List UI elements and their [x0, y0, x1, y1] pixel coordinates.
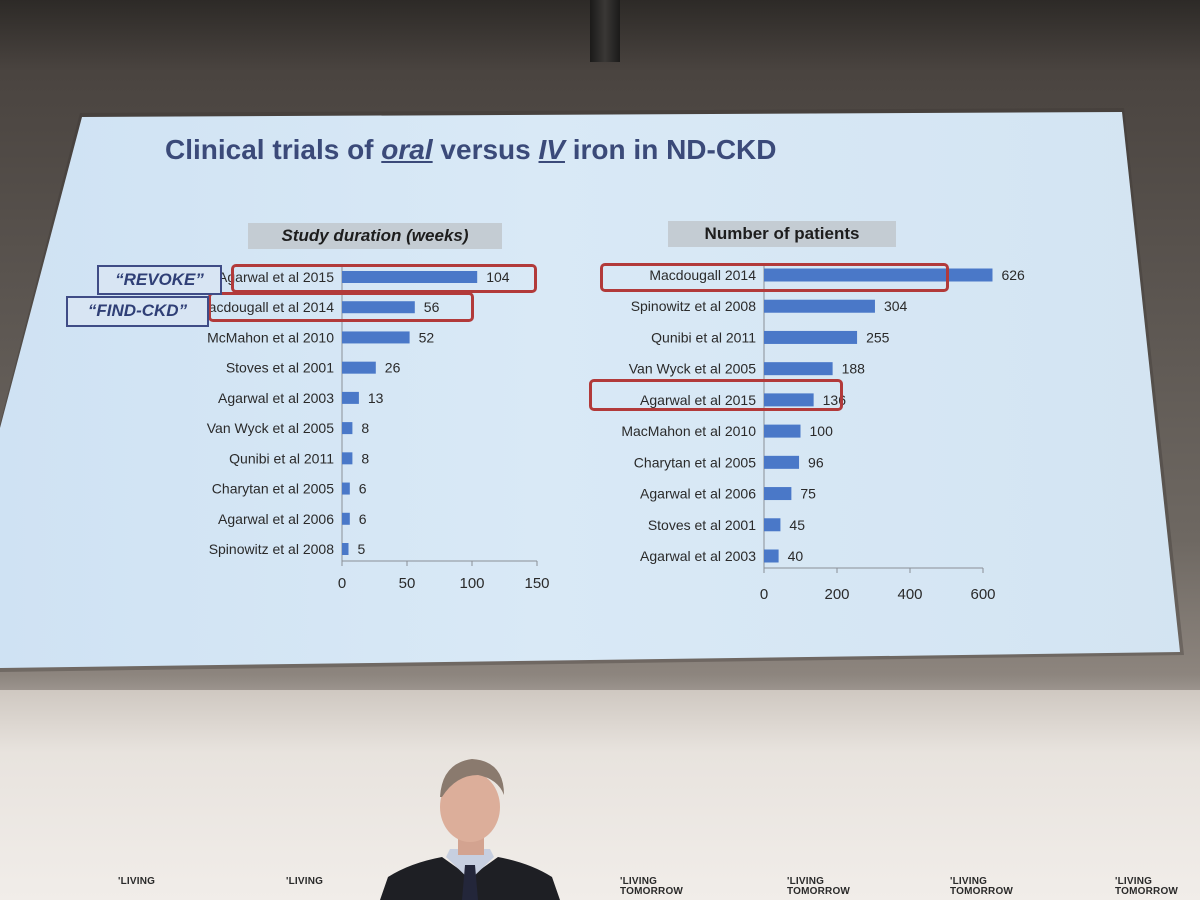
left-chart-title: Study duration (weeks)	[248, 223, 502, 249]
duration-tick-label-3: 150	[524, 575, 549, 592]
patients-tick-label-0: 0	[760, 586, 768, 603]
title-part-1: Clinical trials of	[165, 134, 382, 165]
patients-value-label-5: 100	[810, 423, 834, 439]
duration-category-label-4: Agarwal et al 2003	[218, 390, 334, 406]
duration-category-label-1: Macdougall et al 2014	[197, 299, 334, 315]
footer-logo-3: 'LIVING TOMORROW	[620, 876, 684, 897]
ceiling-light-fixture	[590, 0, 620, 62]
patients-bar-9	[764, 549, 779, 563]
patients-category-label-7: Agarwal et al 2006	[640, 486, 756, 502]
duration-value-label-4: 13	[368, 390, 384, 406]
highlight-box-macdougall-2014-duration	[208, 292, 474, 322]
patients-category-label-3: Van Wyck et al 2005	[629, 361, 756, 377]
patients-bar-1	[764, 299, 875, 313]
patients-value-label-2: 255	[866, 329, 890, 345]
duration-category-label-9: Spinowitz et al 2008	[209, 541, 335, 557]
highlight-box-agarwal-2015-duration	[231, 264, 537, 293]
right-chart-title: Number of patients	[668, 221, 896, 247]
duration-tick-label-2: 100	[459, 575, 484, 592]
duration-bar-6	[342, 452, 353, 465]
duration-bar-4	[342, 391, 359, 404]
title-part-3: iron in ND-CKD	[564, 134, 777, 165]
patients-bar-2	[764, 330, 858, 344]
title-part-iv: IV	[538, 134, 565, 165]
patients-bar-8	[764, 518, 781, 532]
patients-category-label-4: Agarwal et al 2015	[640, 392, 756, 408]
duration-bar-2	[342, 331, 410, 344]
duration-value-label-1: 56	[424, 299, 440, 315]
patients-bar-7	[764, 487, 792, 501]
patients-tick-label-3: 600	[970, 586, 995, 603]
patients-bar-6	[764, 455, 800, 469]
patients-value-label-8: 45	[789, 517, 805, 533]
speaker-silhouette	[380, 759, 560, 900]
duration-value-label-6: 8	[361, 450, 369, 466]
stage-wall	[0, 690, 1200, 900]
duration-bar-9	[342, 543, 349, 555]
footer-logo-5: 'LIVING TOMORROW	[950, 876, 1014, 897]
patients-value-label-7: 75	[800, 486, 816, 502]
duration-value-label-2: 52	[419, 329, 435, 345]
title-part-oral: oral	[381, 134, 433, 165]
patients-bar-4	[764, 393, 814, 407]
duration-value-label-7: 6	[359, 481, 367, 497]
patients-value-label-1: 304	[884, 298, 908, 314]
footer-logo-2: 'LIVING	[286, 876, 324, 887]
duration-category-label-6: Qunibi et al 2011	[229, 450, 334, 466]
duration-bar-7	[342, 482, 350, 495]
patients-tick-label-1: 200	[824, 586, 849, 603]
footer-logo-6: 'LIVING TOMORROW	[1115, 876, 1179, 897]
patients-category-label-0: Macdougall 2014	[649, 267, 756, 283]
patients-bar-3	[764, 362, 833, 376]
slide-title: Clinical trials of oral versus IV iron i…	[165, 134, 985, 166]
duration-bar-5	[342, 422, 353, 435]
footer-logo-4: 'LIVING TOMORROW	[787, 876, 851, 897]
callout-find-ckd: “FIND-CKD”	[66, 296, 209, 327]
duration-value-label-8: 6	[359, 511, 367, 527]
duration-bar-8	[342, 512, 350, 525]
duration-category-label-2: McMahon et al 2010	[207, 329, 334, 345]
duration-tick-label-0: 0	[338, 575, 346, 592]
duration-category-label-8: Agarwal et al 2006	[218, 511, 334, 527]
title-part-2: versus	[432, 134, 539, 165]
patients-value-label-6: 96	[808, 454, 824, 470]
duration-bar-3	[342, 361, 376, 374]
patients-value-label-0: 626	[1001, 267, 1025, 283]
duration-value-label-9: 5	[358, 541, 366, 557]
patients-category-label-6: Charytan et al 2005	[634, 454, 756, 470]
duration-category-label-3: Stoves et al 2001	[226, 360, 334, 376]
patients-bar-0	[764, 268, 993, 282]
highlight-box-agarwal-2015-patients	[589, 379, 843, 411]
patients-bar-5	[764, 424, 801, 438]
patients-category-label-9: Agarwal et al 2003	[640, 548, 756, 564]
patients-tick-label-2: 400	[897, 586, 922, 603]
patients-category-label-5: MacMahon et al 2010	[621, 423, 756, 439]
duration-value-label-3: 26	[385, 360, 401, 376]
highlight-box-macdougall-2014-patients	[600, 263, 949, 292]
duration-bar-chart: Agarwal et al 2015 104 Macdougall et al 20…	[197, 265, 550, 592]
footer-logo-1: 'LIVING	[118, 876, 156, 887]
duration-category-label-0: Agarwal et al 2015	[218, 269, 334, 285]
duration-value-label-0: 104	[486, 269, 510, 285]
callout-revoke: “REVOKE”	[97, 265, 222, 295]
duration-category-label-5: Van Wyck et al 2005	[207, 420, 334, 436]
duration-category-label-7: Charytan et al 2005	[212, 481, 334, 497]
duration-tick-label-1: 50	[399, 575, 416, 592]
patients-category-label-1: Spinowitz et al 2008	[631, 298, 757, 314]
duration-bar-1	[342, 301, 415, 314]
patients-category-label-8: Stoves et al 2001	[648, 517, 756, 533]
duration-bar-0	[342, 271, 478, 283]
patients-value-label-9: 40	[788, 548, 804, 564]
duration-value-label-5: 8	[361, 420, 369, 436]
patients-value-label-3: 188	[842, 361, 866, 377]
patients-bar-chart: Macdougall 2014 626 Spinowitz et al 2008 30…	[621, 263, 1025, 603]
patients-category-label-2: Qunibi et al 2011	[651, 329, 756, 345]
